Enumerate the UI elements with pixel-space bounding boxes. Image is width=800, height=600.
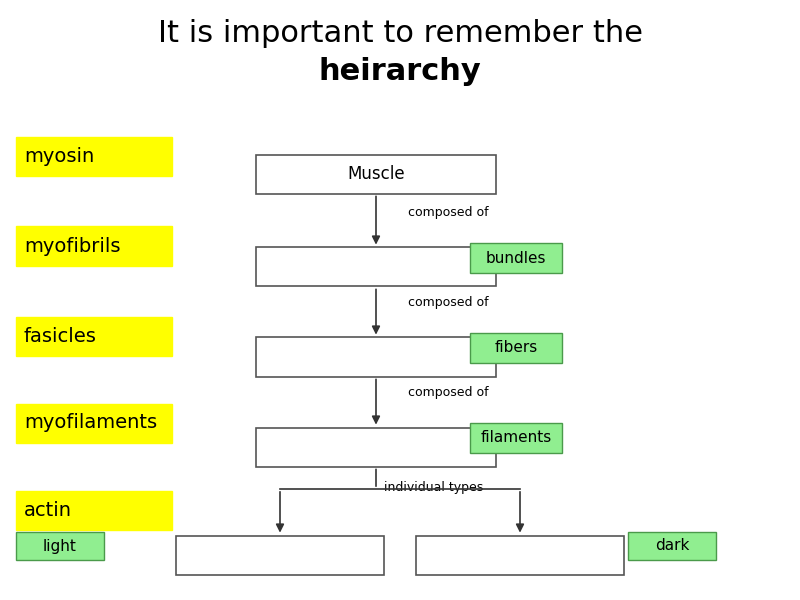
FancyBboxPatch shape xyxy=(176,535,384,575)
Text: individual types: individual types xyxy=(384,481,483,494)
Text: Muscle: Muscle xyxy=(347,165,405,183)
FancyBboxPatch shape xyxy=(256,337,496,377)
Text: It is important to remember the: It is important to remember the xyxy=(158,19,642,47)
FancyBboxPatch shape xyxy=(470,423,562,453)
Text: dark: dark xyxy=(655,539,689,553)
Text: composed of: composed of xyxy=(408,386,489,399)
Text: myofibrils: myofibrils xyxy=(24,236,121,256)
Text: myosin: myosin xyxy=(24,146,94,166)
FancyBboxPatch shape xyxy=(16,317,172,355)
Text: fibers: fibers xyxy=(494,340,538,355)
FancyBboxPatch shape xyxy=(628,532,716,560)
Text: myofilaments: myofilaments xyxy=(24,413,157,433)
Text: heirarchy: heirarchy xyxy=(318,58,482,86)
Text: composed of: composed of xyxy=(408,296,489,309)
Text: bundles: bundles xyxy=(486,251,546,265)
FancyBboxPatch shape xyxy=(470,333,562,363)
FancyBboxPatch shape xyxy=(16,404,172,443)
FancyBboxPatch shape xyxy=(416,535,624,575)
FancyBboxPatch shape xyxy=(256,247,496,286)
FancyBboxPatch shape xyxy=(16,136,172,175)
FancyBboxPatch shape xyxy=(16,226,172,265)
Text: filaments: filaments xyxy=(480,431,552,445)
Text: fasicles: fasicles xyxy=(24,326,97,346)
Text: composed of: composed of xyxy=(408,206,489,219)
Text: light: light xyxy=(43,539,77,553)
FancyBboxPatch shape xyxy=(470,243,562,273)
FancyBboxPatch shape xyxy=(256,427,496,467)
Text: actin: actin xyxy=(24,500,72,520)
FancyBboxPatch shape xyxy=(16,532,104,560)
FancyBboxPatch shape xyxy=(256,155,496,193)
FancyBboxPatch shape xyxy=(16,491,172,529)
